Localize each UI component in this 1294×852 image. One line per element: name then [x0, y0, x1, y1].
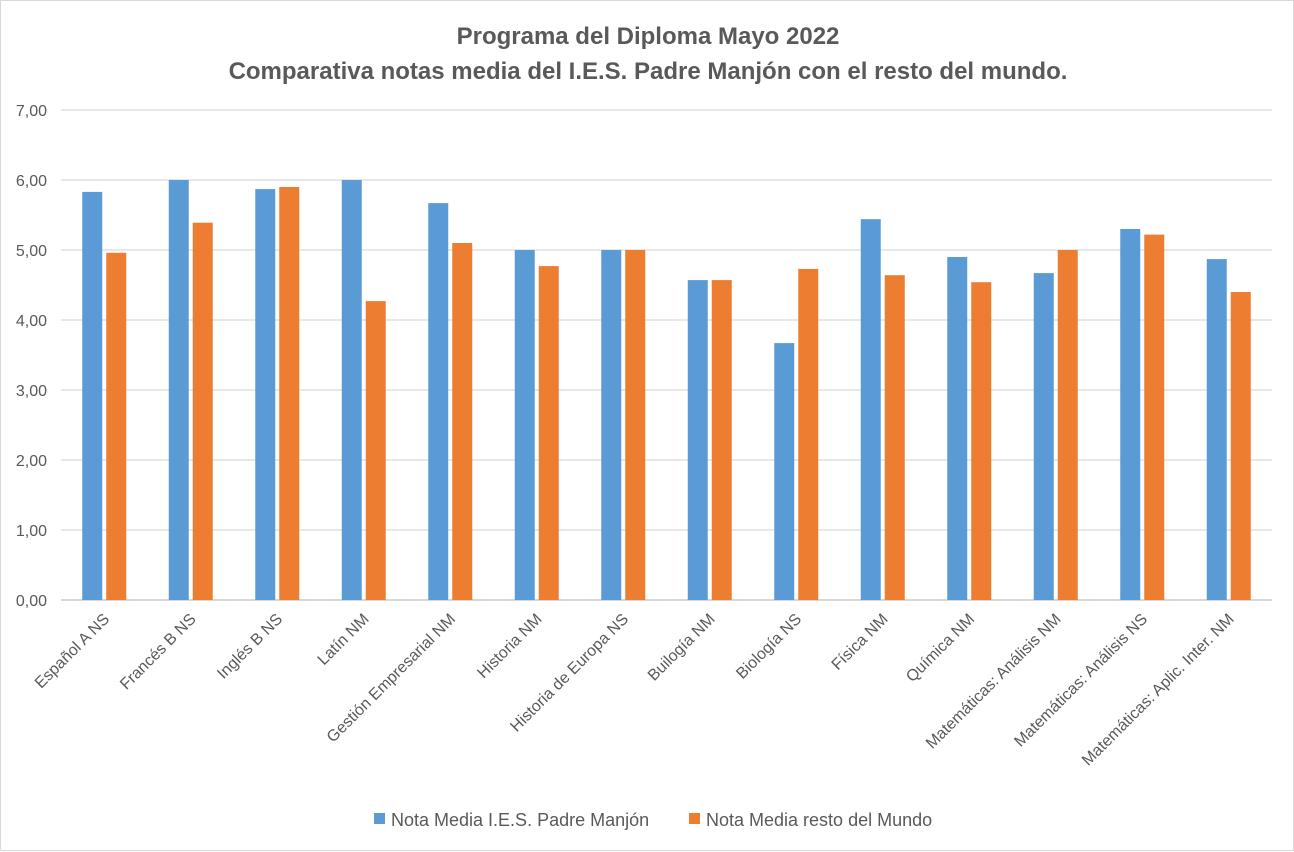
x-tick-label: Inglés B NS: [214, 611, 286, 683]
legend-label-series-0: Nota Media I.E.S. Padre Manjón: [391, 810, 649, 830]
bar-series-0: [687, 280, 708, 600]
y-tick-label: 3,00: [16, 383, 47, 400]
bar-series-1: [711, 280, 732, 600]
bar-series-1: [1144, 234, 1165, 600]
bar-series-1: [625, 250, 646, 600]
bar-series-0: [168, 180, 189, 600]
x-tick-label: Francés B NS: [117, 611, 199, 693]
bar-series-1: [1057, 250, 1078, 600]
x-axis-ticks: Español A NS Francés B NS Inglés B NS Latín…: [32, 611, 1238, 770]
bar-series-1: [452, 243, 473, 600]
y-axis-ticks: 0,00 1,00 2,00 3,00 4,00 5,00 6,00 7,00: [16, 103, 47, 610]
chart-subtitle: Comparativa notas media del I.E.S. Padre…: [229, 58, 1068, 85]
bar-series-1: [798, 268, 819, 600]
x-tick-label: Química NM: [903, 611, 978, 686]
x-tick-label: Biología NS: [733, 611, 805, 683]
y-tick-label: 4,00: [16, 313, 47, 330]
bar-series-0: [82, 191, 103, 600]
bar-series-1: [884, 275, 905, 600]
bars: [82, 180, 1251, 601]
bar-series-1: [971, 282, 992, 600]
x-tick-label: Matemáticas: Aplic. Inter. NM: [1079, 611, 1238, 770]
bar-series-1: [538, 266, 559, 600]
gridlines: [61, 109, 1272, 601]
bar-series-0: [514, 250, 535, 600]
x-tick-label: Historia NM: [474, 611, 545, 682]
bar-series-0: [428, 203, 449, 600]
legend: Nota Media I.E.S. Padre Manjón Nota Medi…: [374, 810, 932, 830]
chart-title: Programa del Diploma Mayo 2022: [457, 23, 840, 50]
y-tick-label: 7,00: [16, 103, 47, 120]
bar-series-0: [255, 189, 276, 600]
legend-label-series-1: Nota Media resto del Mundo: [706, 810, 932, 830]
bar-series-1: [106, 252, 127, 601]
bar-series-0: [860, 219, 881, 600]
legend-swatch-series-0: [374, 813, 385, 824]
y-tick-label: 5,00: [16, 243, 47, 260]
bar-series-0: [601, 250, 622, 600]
x-tick-label: Builogía NM: [645, 611, 719, 685]
bar-series-1: [192, 222, 213, 600]
bar-series-1: [1230, 292, 1251, 600]
y-tick-label: 0,00: [16, 593, 47, 610]
y-tick-label: 1,00: [16, 523, 47, 540]
bar-series-1: [365, 301, 386, 600]
x-tick-label: Latín NM: [315, 611, 373, 669]
y-tick-label: 2,00: [16, 453, 47, 470]
bar-series-0: [774, 343, 795, 600]
bar-series-0: [1033, 273, 1054, 600]
x-tick-label: Español A NS: [32, 611, 113, 692]
x-tick-label: Física NM: [829, 611, 892, 674]
bar-series-0: [1206, 259, 1227, 600]
bar-series-0: [947, 257, 968, 600]
y-tick-label: 6,00: [16, 173, 47, 190]
bar-series-0: [341, 180, 362, 600]
bar-series-0: [1120, 229, 1141, 600]
bar-series-1: [279, 187, 300, 600]
legend-swatch-series-1: [689, 813, 700, 824]
